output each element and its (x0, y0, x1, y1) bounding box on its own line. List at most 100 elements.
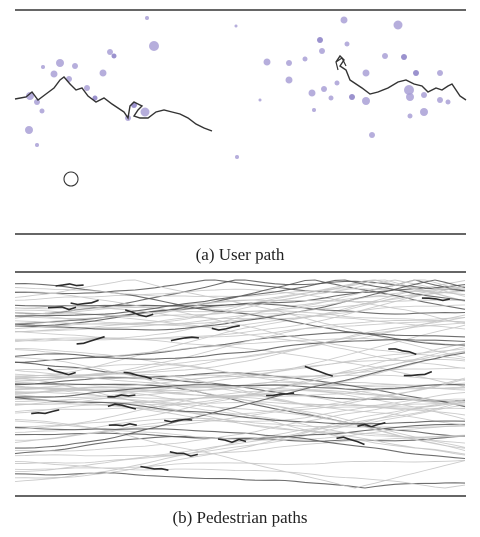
pedestrian-path (14, 279, 466, 295)
crowd-dot (56, 59, 64, 67)
pedestrian-path (14, 348, 466, 395)
pedestrian-path-highlight (421, 297, 451, 302)
pedestrian-path (14, 426, 466, 460)
crowd-dot (234, 24, 238, 28)
crowd-dot (111, 53, 117, 59)
crowd-dot (107, 49, 113, 55)
pedestrian-path (14, 279, 466, 317)
pedestrian-path (15, 435, 466, 472)
pedestrian-path-highlight (164, 418, 193, 423)
pedestrian-paths (14, 279, 466, 489)
pedestrian-path (14, 383, 466, 438)
pedestrian-path (14, 279, 466, 331)
crowd-dot (50, 70, 58, 78)
pedestrian-path (15, 389, 466, 428)
crowd-dot (41, 65, 45, 69)
caption-pedestrian-paths: (b) Pedestrian paths (172, 508, 308, 527)
pedestrian-path (14, 286, 466, 378)
crowd-dot (285, 76, 293, 84)
crowd-dot (420, 108, 428, 116)
pedestrian-path-highlight (47, 306, 77, 311)
crowd-dot (319, 48, 325, 54)
pedestrian-path (14, 384, 466, 398)
pedestrian-path (14, 320, 466, 340)
crowd-dot (321, 86, 327, 92)
pedestrian-path (15, 401, 466, 464)
pedestrian-path-highlight (266, 392, 295, 397)
crowd-dot (401, 54, 407, 60)
pedestrian-path (14, 338, 466, 360)
pedestrian-path-highlight (107, 394, 136, 398)
crowd-dot (340, 16, 348, 24)
pedestrian-path (14, 324, 466, 381)
crowd-dot (437, 97, 443, 103)
pedestrian-path (14, 319, 466, 380)
pedestrian-path (14, 290, 466, 330)
pedestrian-path (14, 299, 466, 319)
pedestrian-path (14, 472, 466, 489)
crowd-dot (25, 126, 33, 134)
crowd-dot (235, 155, 239, 159)
pedestrian-path (14, 459, 466, 471)
crowd-dot (99, 69, 107, 77)
pedestrian-path-highlight (304, 365, 334, 377)
pedestrian-path (14, 358, 466, 398)
crowd-dot (382, 53, 388, 59)
crowd-dot (404, 85, 414, 95)
pedestrian-path-highlight (388, 348, 417, 356)
crowd-dot (72, 63, 78, 69)
pedestrian-path (14, 400, 466, 479)
crowd-dot (407, 113, 413, 119)
crowd-dot (437, 70, 443, 76)
crowd-dot (344, 41, 350, 47)
pedestrian-path-highlight (55, 283, 84, 287)
crowd-dot (362, 97, 370, 105)
pedestrian-path (15, 279, 466, 332)
crowd-dot (286, 60, 292, 66)
user-path-right (335, 54, 467, 101)
pedestrian-path-highlight (403, 370, 433, 377)
panel-a (14, 9, 467, 235)
pedestrian-path-highlight (336, 436, 365, 446)
pedestrian-path (15, 304, 466, 320)
pedestrian-path-highlight (76, 335, 105, 345)
pedestrian-path-highlight (123, 371, 152, 380)
crowd-dot (302, 56, 308, 62)
pedestrian-path (14, 404, 466, 483)
crowd-dot (145, 16, 149, 20)
crowd-dot (258, 98, 262, 102)
pedestrian-path (14, 346, 466, 430)
crowd-dot (328, 95, 334, 101)
pedestrian-path (14, 420, 466, 489)
crowd-dot (308, 89, 316, 97)
user-path-spur (335, 57, 347, 71)
crowd-dot (369, 132, 375, 138)
pedestrian-path (14, 373, 466, 426)
crowd-dot (149, 41, 159, 51)
pedestrian-path (14, 331, 466, 363)
pedestrian-path (14, 289, 466, 342)
pedestrian-path-highlight (140, 465, 169, 471)
pedestrian-path-highlight (31, 409, 60, 415)
pedestrian-path-highlight (124, 309, 154, 318)
pedestrian-path-highlight (170, 336, 199, 342)
pedestrian-path (14, 397, 466, 425)
crowd-dot (334, 80, 340, 86)
crowd-dot (39, 108, 45, 114)
crowd-dot (406, 93, 414, 101)
pedestrian-path (15, 378, 466, 416)
crowd-dot (26, 92, 34, 100)
user-path-left (14, 76, 213, 132)
crowd-dot (35, 143, 39, 147)
pedestrian-path (14, 303, 466, 315)
pedestrian-path (15, 397, 466, 444)
pedestrian-path (14, 398, 465, 452)
pedestrian-path (14, 356, 466, 449)
pedestrian-path (15, 291, 466, 360)
crowd-dot (312, 108, 316, 112)
pedestrian-path (14, 461, 466, 489)
crowd-dot (92, 95, 98, 101)
pedestrian-path-highlight (107, 403, 137, 410)
